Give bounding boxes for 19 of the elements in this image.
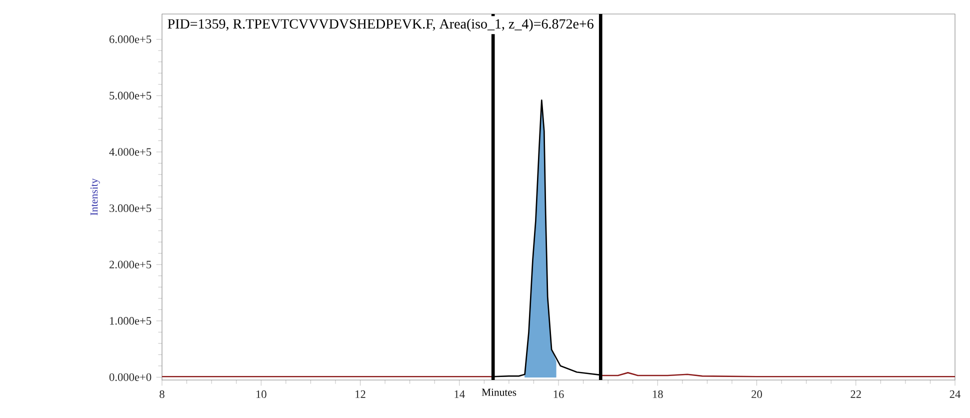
x-tick-label: 16	[554, 390, 564, 398]
y-tick-label: 0.000e+0	[109, 373, 152, 382]
y-tick-label: 2.000e+5	[110, 260, 152, 268]
x-tick-label: 8	[160, 390, 164, 398]
y-tick-label: 4.000e+5	[109, 148, 152, 156]
y-tick-label: 3.000e+5	[110, 204, 152, 212]
x-tick-label: 12	[356, 390, 366, 398]
x-axis-title: Minutes	[482, 388, 516, 396]
y-tick-label: 1.000e+5	[110, 317, 152, 325]
x-tick-label: 24	[950, 390, 961, 398]
x-tick-label: 10	[256, 390, 266, 398]
y-tick-label: 5.000e+5	[110, 92, 152, 100]
y-axis-title: Intensity	[90, 178, 100, 216]
chart-title: PID=1359, R.TPEVTCVVVDVSHEDPEVK.F, Area(iso_1, z_4)=6.872e+6	[168, 18, 594, 32]
y-tick-label: 6.000e+5	[109, 36, 152, 44]
x-tick-label: 22	[850, 390, 861, 398]
x-tick-label: 14	[454, 390, 465, 398]
x-tick-label: 18	[652, 390, 663, 398]
x-tick-label: 20	[752, 390, 762, 398]
